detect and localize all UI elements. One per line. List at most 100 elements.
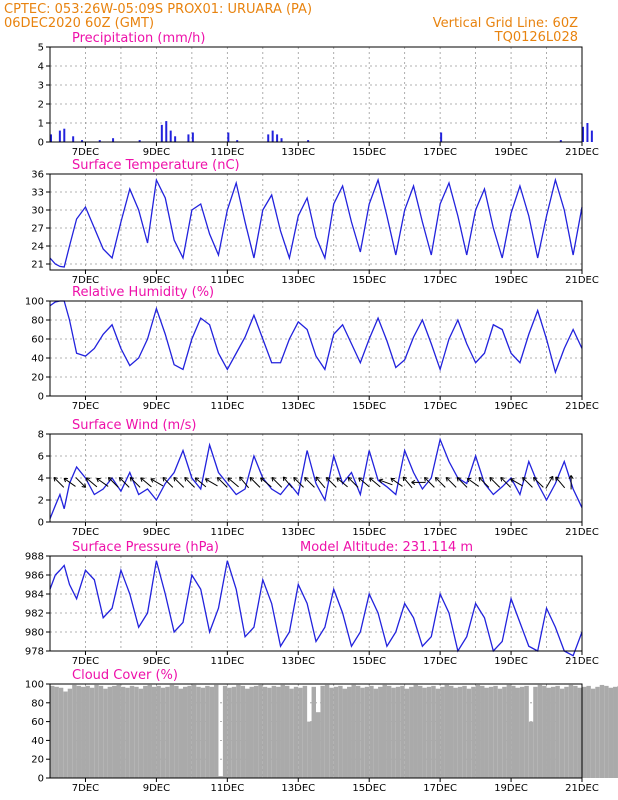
wind-arrow bbox=[173, 476, 185, 488]
wind-arrow-shaft bbox=[456, 477, 468, 488]
precip-bar bbox=[276, 134, 279, 142]
y-tick-label: 982 bbox=[25, 609, 44, 620]
y-tick-label: 0 bbox=[38, 392, 44, 403]
cloud-bar bbox=[395, 686, 401, 778]
wind-arrow-head bbox=[570, 475, 574, 480]
cloud-bar bbox=[258, 684, 263, 778]
cloud-bar bbox=[267, 687, 272, 778]
y-tick-label: 4 bbox=[38, 62, 44, 73]
cloud-bar bbox=[533, 686, 538, 778]
wind-arrow-shaft bbox=[249, 477, 261, 488]
panel-0: Precipitation (mm/h)7DEC 9DEC 11DEC 13DEC 15… bbox=[38, 31, 599, 158]
series-line bbox=[49, 560, 583, 657]
precip-bar bbox=[271, 130, 274, 142]
precip-bar bbox=[267, 134, 270, 142]
cloud-bar bbox=[462, 685, 467, 778]
x-tick-label: 9DEC bbox=[143, 527, 170, 538]
cloud-bar bbox=[586, 685, 591, 778]
x-tick-label: 7DEC bbox=[72, 656, 99, 667]
precip-bar bbox=[187, 134, 190, 142]
panel-title: Precipitation (mm/h) bbox=[72, 31, 205, 46]
cloud-bar bbox=[502, 686, 507, 778]
wind-arrow-shaft bbox=[96, 477, 109, 487]
wind-arrow-shaft bbox=[173, 477, 185, 488]
cloud-bar bbox=[85, 685, 90, 778]
wind-arrow-shaft bbox=[282, 476, 293, 489]
cloud-bar bbox=[209, 686, 215, 778]
wind-arrow-head bbox=[326, 476, 331, 479]
y-tick-label: 988 bbox=[25, 552, 44, 563]
x-tick-label: 13DEC bbox=[281, 656, 315, 667]
cloud-bar bbox=[364, 686, 370, 778]
wind-arrow-head bbox=[108, 476, 113, 479]
y-tick-label: 20 bbox=[31, 755, 44, 766]
cloud-bar bbox=[67, 688, 73, 778]
header-model-id: TQ0126L028 bbox=[494, 30, 578, 45]
cloud-bar bbox=[573, 685, 578, 778]
x-tick-label: 19DEC bbox=[494, 401, 528, 412]
wind-arrow bbox=[434, 476, 446, 488]
wind-arrow bbox=[500, 476, 512, 488]
x-tick-label: 21DEC bbox=[565, 275, 599, 286]
precip-bar bbox=[227, 132, 230, 142]
cloud-bar bbox=[76, 685, 82, 778]
cloud-bar bbox=[218, 776, 223, 778]
wind-arrow-head bbox=[489, 477, 492, 482]
cloud-bar bbox=[604, 685, 609, 778]
header-location: CPTEC: 053:26W-05:09S PROX01: URUARA (PA… bbox=[4, 2, 312, 17]
panel-frame bbox=[49, 433, 583, 523]
x-tick-label: 11DEC bbox=[210, 275, 244, 286]
panel-title: Surface Pressure (hPa) bbox=[72, 540, 219, 555]
wind-arrow-shaft bbox=[424, 477, 435, 488]
cloud-bar bbox=[564, 686, 569, 778]
wind-arrow-head bbox=[63, 478, 67, 483]
wind-arrow-head bbox=[402, 476, 408, 479]
wind-arrow-head bbox=[53, 477, 56, 482]
wind-arrow-head bbox=[466, 478, 470, 483]
wind-arrow-head bbox=[173, 476, 178, 479]
wind-arrow-head bbox=[293, 476, 298, 479]
wind-arrow bbox=[216, 476, 228, 488]
wind-arrow-shaft bbox=[326, 477, 337, 488]
cloud-bar bbox=[550, 686, 556, 778]
x-tick-label: 11DEC bbox=[210, 783, 244, 794]
wind-arrow bbox=[184, 476, 195, 488]
x-tick-label: 17DEC bbox=[423, 783, 457, 794]
x-tick-label: 19DEC bbox=[494, 275, 528, 286]
wind-arrow-shaft bbox=[347, 477, 359, 488]
cloud-bar bbox=[245, 688, 250, 778]
wind-arrow-head bbox=[489, 476, 494, 479]
wind-arrow bbox=[358, 477, 370, 488]
precip-bar bbox=[112, 138, 115, 142]
wind-arrow-head bbox=[227, 477, 230, 482]
wind-arrow-head bbox=[500, 477, 503, 482]
wind-arrow-head bbox=[510, 478, 513, 483]
y-tick-label: 0 bbox=[38, 774, 44, 785]
cloud-bar bbox=[236, 684, 241, 778]
wind-arrow-shaft bbox=[75, 477, 86, 488]
cloud-bar bbox=[227, 687, 232, 778]
wind-arrow-head bbox=[434, 477, 437, 482]
y-tick-label: 1 bbox=[38, 119, 44, 130]
cloud-bar bbox=[595, 686, 600, 778]
wind-arrow-head bbox=[456, 477, 459, 482]
y-tick-label: 2 bbox=[38, 496, 44, 507]
y-tick-label: 100 bbox=[25, 680, 44, 691]
wind-arrow-shaft bbox=[118, 477, 130, 488]
wind-arrow-head bbox=[130, 476, 135, 479]
x-tick-label: 15DEC bbox=[352, 656, 386, 667]
wind-arrow bbox=[85, 477, 98, 488]
wind-arrow-head bbox=[283, 476, 288, 479]
x-tick-label: 13DEC bbox=[281, 401, 315, 412]
cloud-bar bbox=[413, 684, 418, 778]
precip-bar bbox=[559, 140, 562, 142]
wind-arrow-head bbox=[347, 477, 350, 482]
wind-arrow-head bbox=[239, 476, 241, 482]
wind-arrow-head bbox=[85, 477, 88, 482]
cloud-bar bbox=[555, 685, 560, 778]
wind-arrow-head bbox=[369, 477, 372, 482]
wind-arrow-shaft bbox=[108, 477, 119, 488]
x-tick-label: 17DEC bbox=[423, 401, 457, 412]
wind-arrow-head bbox=[411, 481, 416, 485]
wind-arrow bbox=[129, 476, 141, 488]
